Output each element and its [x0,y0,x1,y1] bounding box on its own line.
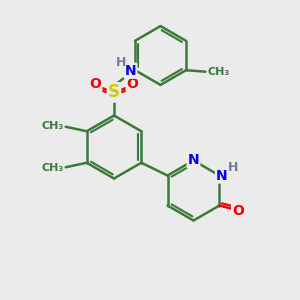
Text: N: N [125,64,136,78]
Text: CH₃: CH₃ [42,163,64,173]
Text: N: N [188,154,199,167]
Text: N: N [216,169,228,182]
Text: CH₃: CH₃ [42,121,64,131]
Text: O: O [89,77,101,91]
Text: O: O [232,204,244,218]
Text: H: H [228,160,238,174]
Text: H: H [116,56,126,69]
Text: CH₃: CH₃ [208,67,230,77]
Text: S: S [108,83,120,101]
Text: O: O [127,77,139,91]
